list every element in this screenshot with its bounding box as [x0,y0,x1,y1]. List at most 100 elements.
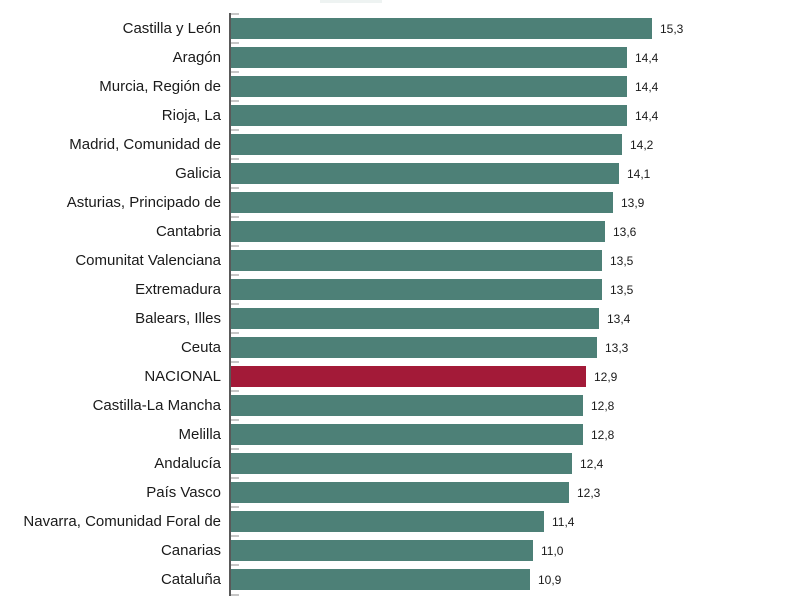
chart-row: Aragón 14,4 [0,42,794,72]
axis-tick [231,477,239,479]
bar [231,76,627,97]
value-label: 13,4 [607,311,631,326]
bar [231,366,586,387]
chart-row: País Vasco 12,3 [0,477,794,507]
value-label: 14,4 [635,108,659,123]
chart-row: Melilla 12,8 [0,419,794,449]
category-label: Castilla y León [122,20,221,37]
chart-rows: Castilla y León 15,3 Aragón 14,4 Murcia,… [0,13,794,594]
bar [231,134,622,155]
bar [231,511,544,532]
row-plot-area: 11,0 [229,535,794,565]
axis-tick [231,274,239,276]
row-plot-area: 12,8 [229,390,794,420]
y-axis-line [229,13,231,596]
value-label: 15,3 [660,21,684,36]
axis-tick [231,42,239,44]
value-label: 14,4 [635,50,659,65]
chart-row: Asturias, Principado de 13,9 [0,187,794,217]
category-label: Extremadura [135,281,221,298]
value-label: 12,4 [580,456,604,471]
chart-row: Balears, Illes 13,4 [0,303,794,333]
axis-bottom-tick [231,594,239,596]
bar [231,192,613,213]
category-label: Cantabria [155,223,221,240]
category-label: Andalucía [154,455,221,472]
row-plot-area: 13,4 [229,303,794,333]
bar [231,395,583,416]
bar [231,163,619,184]
value-label: 12,8 [591,398,615,413]
axis-tick [231,506,239,508]
bar [231,308,599,329]
chart-row: Madrid, Comunidad de 14,2 [0,129,794,159]
value-label: 13,5 [610,253,634,268]
chart-row: Cantabria 13,6 [0,216,794,246]
bar [231,47,627,68]
bar [231,540,533,561]
row-plot-area: 13,9 [229,187,794,217]
category-label: Galicia [175,165,221,182]
value-label: 12,3 [577,485,601,500]
value-label: 12,9 [594,369,618,384]
chart-row: Canarias 11,0 [0,535,794,565]
chart-row: Murcia, Región de 14,4 [0,71,794,101]
axis-tick [231,100,239,102]
row-plot-area: 13,5 [229,245,794,275]
row-plot-area: 14,4 [229,100,794,130]
bar [231,105,627,126]
category-label: NACIONAL [144,368,221,385]
category-label: Cataluña [160,571,221,588]
category-label: Rioja, La [161,107,221,124]
axis-tick [231,564,239,566]
row-plot-area: 13,5 [229,274,794,304]
bar [231,424,583,445]
value-label: 14,2 [630,137,654,152]
row-plot-area: 12,3 [229,477,794,507]
row-plot-area: 13,6 [229,216,794,246]
category-label: Asturias, Principado de [66,194,221,211]
axis-tick [231,332,239,334]
value-label: 11,0 [541,543,564,558]
chart-row: Rioja, La 14,4 [0,100,794,130]
chart-row: Ceuta 13,3 [0,332,794,362]
chart-row: NACIONAL 12,9 [0,361,794,391]
row-plot-area: 13,3 [229,332,794,362]
cropped-legend-artifact [320,0,382,3]
bar [231,221,605,242]
row-plot-area: 14,2 [229,129,794,159]
row-plot-area: 12,8 [229,419,794,449]
bar [231,482,569,503]
bar [231,337,597,358]
value-label: 12,8 [591,427,615,442]
chart-row: Galicia 14,1 [0,158,794,188]
row-plot-area: 11,4 [229,506,794,536]
row-plot-area: 12,4 [229,448,794,478]
category-label: Ceuta [180,339,221,356]
chart-row: Castilla y León 15,3 [0,13,794,43]
bar [231,453,572,474]
value-label: 13,9 [621,195,645,210]
chart-row: Castilla-La Mancha 12,8 [0,390,794,420]
chart-row: Andalucía 12,4 [0,448,794,478]
axis-tick [231,361,239,363]
bar [231,250,602,271]
value-label: 14,1 [627,166,651,181]
value-label: 10,9 [538,572,562,587]
row-plot-area: 15,3 [229,13,794,43]
value-label: 11,4 [552,514,575,529]
row-plot-area: 14,4 [229,71,794,101]
category-label: Castilla-La Mancha [92,397,221,414]
axis-tick [231,13,239,15]
category-label: Madrid, Comunidad de [69,136,221,153]
row-plot-area: 14,1 [229,158,794,188]
axis-tick [231,390,239,392]
axis-tick [231,245,239,247]
chart-row: Cataluña 10,9 [0,564,794,594]
axis-tick [231,187,239,189]
category-label: Murcia, Región de [99,78,221,95]
chart-row: Extremadura 13,5 [0,274,794,304]
category-label: Comunitat Valenciana [75,252,221,269]
bar [231,18,652,39]
chart-row: Comunitat Valenciana 13,5 [0,245,794,275]
